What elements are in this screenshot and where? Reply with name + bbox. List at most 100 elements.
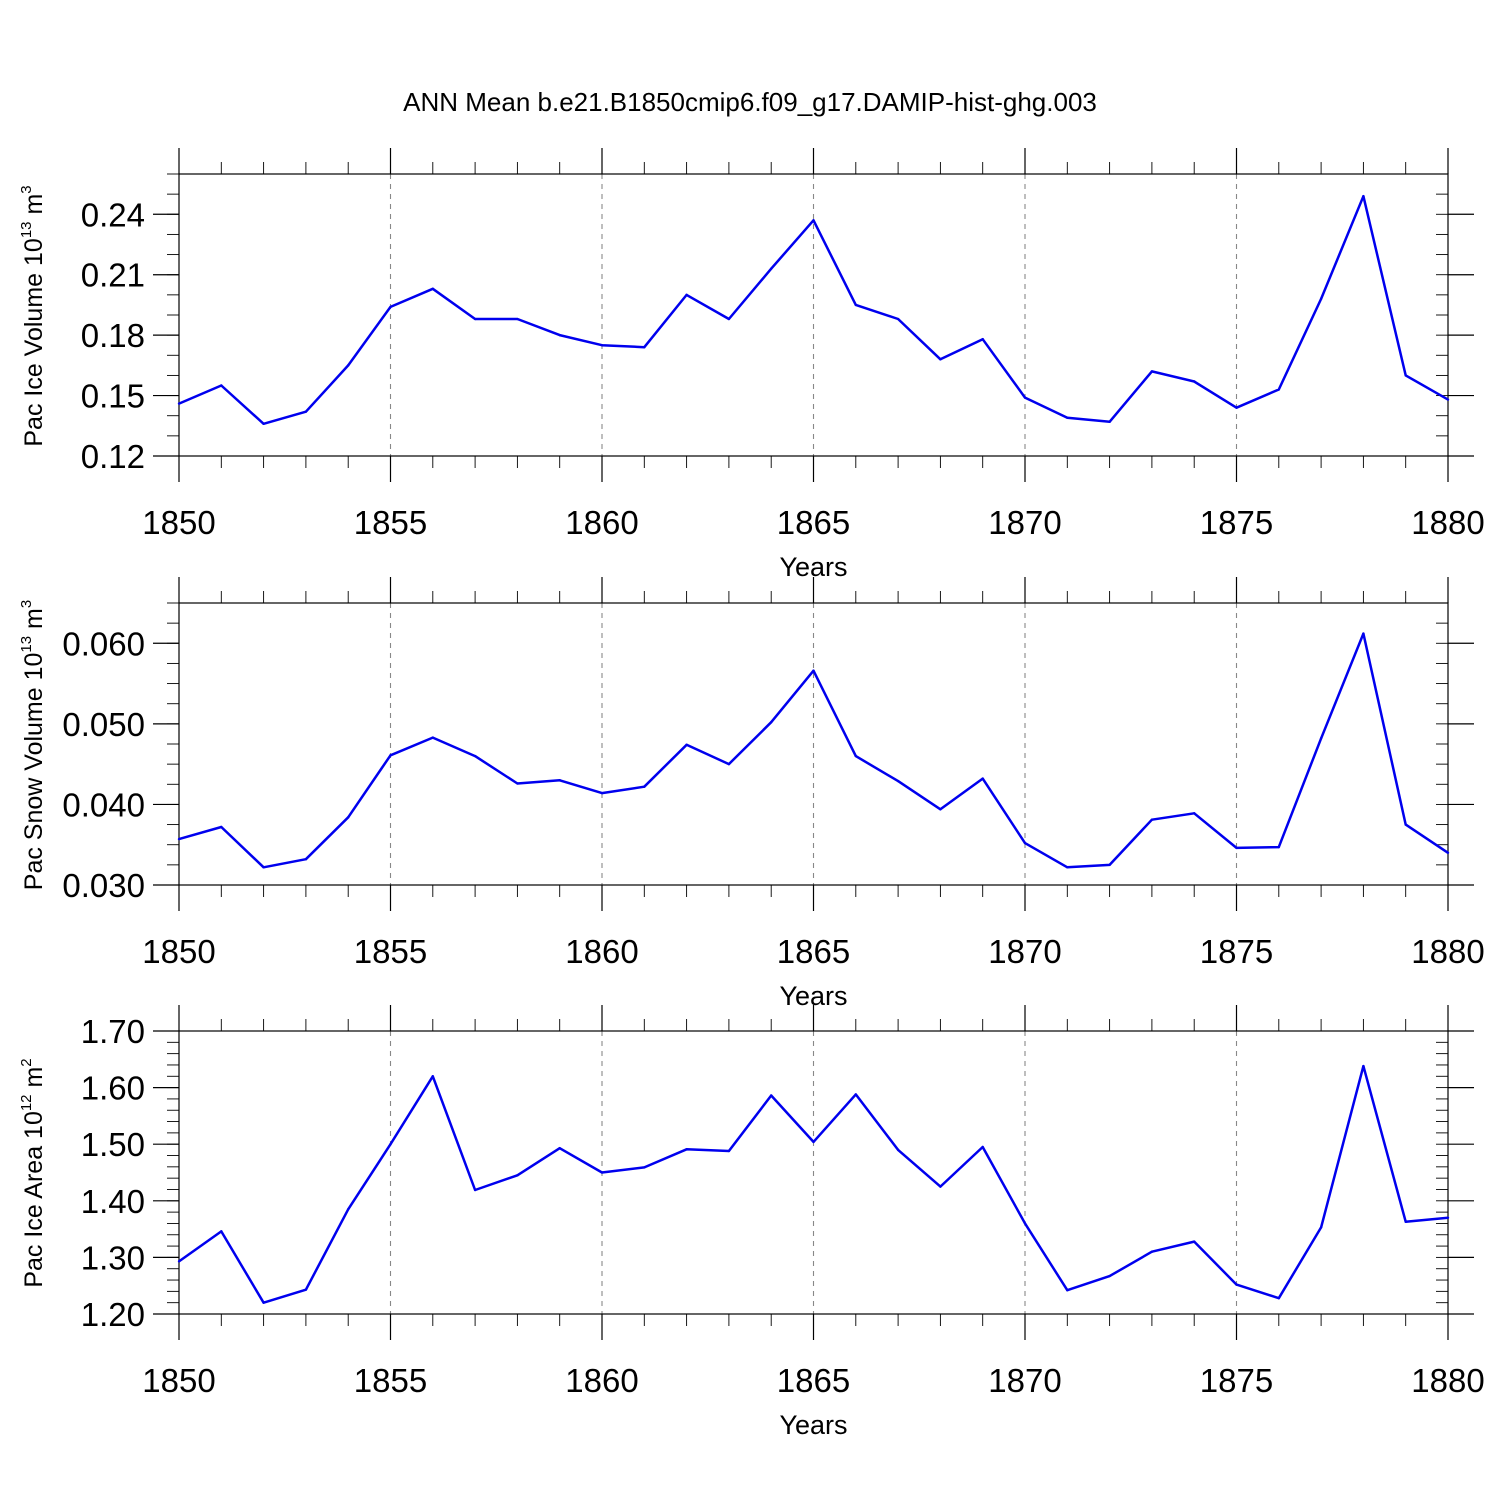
data-point: [177, 837, 181, 841]
x-tick-label: 1875: [1200, 504, 1273, 541]
data-point: [939, 808, 942, 811]
data-point: [1277, 845, 1281, 849]
x-tick-label: 1850: [142, 1362, 215, 1399]
data-point: [600, 791, 604, 795]
x-tick-label: 1855: [354, 1362, 427, 1399]
data-point: [473, 1188, 477, 1192]
data-point: [1235, 846, 1238, 850]
x-axis-label: Years: [779, 1410, 847, 1440]
data-point: [431, 287, 434, 291]
data-point: [262, 422, 265, 425]
data-point: [896, 779, 900, 783]
data-point: [812, 1140, 815, 1144]
y-tick-label: 0.12: [81, 438, 145, 475]
x-tick-label: 1855: [354, 933, 427, 970]
data-point: [1023, 396, 1027, 399]
data-point: [1193, 380, 1196, 383]
data-point: [896, 1148, 900, 1152]
data-point: [600, 344, 604, 347]
data-point: [262, 1301, 265, 1304]
data-point: [727, 317, 731, 321]
y-axis-label-unit: m: [20, 194, 48, 222]
data-point: [1066, 416, 1069, 419]
data-point: [1108, 420, 1111, 423]
data-point: [347, 364, 350, 367]
data-point: [643, 785, 646, 788]
y-tick-label: 0.15: [81, 378, 145, 415]
data-point: [854, 1093, 857, 1096]
y-axis-label-unit-exp: 3: [18, 600, 35, 608]
y-axis-label-text: Pac Snow Volume 10: [20, 653, 48, 891]
data-point: [1404, 823, 1407, 826]
data-point: [1277, 388, 1281, 391]
data-point: [558, 333, 561, 337]
data-point: [304, 410, 308, 413]
data-point: [1362, 632, 1365, 635]
x-tick-label: 1880: [1411, 933, 1484, 970]
y-axis-label-unit: m: [20, 608, 48, 636]
data-point: [1362, 194, 1365, 198]
x-tick-label: 1865: [777, 933, 850, 970]
data-point: [812, 219, 815, 222]
y-tick-label: 1.20: [81, 1296, 145, 1333]
y-axis-label-unit-exp: 2: [18, 1058, 35, 1066]
y-axis-label-text: Pac Ice Area 10: [20, 1111, 48, 1288]
y-tick-label: 1.30: [81, 1239, 145, 1276]
x-tick-label: 1875: [1200, 1362, 1273, 1399]
y-axis-label: Pac Ice Area 1012 m2: [18, 1058, 48, 1287]
data-point: [304, 858, 308, 861]
data-point: [516, 782, 519, 785]
data-point: [1235, 1283, 1238, 1286]
y-tick-label: 0.030: [62, 867, 145, 904]
data-point: [1446, 398, 1450, 401]
data-point: [939, 358, 942, 361]
x-tick-label: 1865: [777, 1362, 850, 1399]
data-point: [939, 1185, 942, 1188]
x-tick-label: 1865: [777, 504, 850, 541]
data-point: [685, 743, 688, 747]
x-tick-label: 1850: [142, 504, 215, 541]
y-tick-label: 0.050: [62, 706, 145, 743]
panel-ice-area: 1850 1855 1860 1865 1870 1875 1880 Years 1.20 1.3…: [18, 1005, 1485, 1440]
data-point: [1023, 841, 1027, 845]
data-point: [1362, 1064, 1365, 1068]
y-axis-label-exp: 13: [18, 636, 35, 653]
x-tick-label: 1860: [565, 933, 638, 970]
figure-title: ANN Mean b.e21.B1850cmip6.f09_g17.DAMIP-…: [403, 87, 1097, 117]
x-tick-label: 1880: [1411, 504, 1484, 541]
data-point: [177, 1260, 181, 1263]
data-point: [220, 384, 223, 387]
data-point: [1108, 1274, 1111, 1278]
data-point: [981, 337, 984, 341]
x-tick-label: 1870: [988, 1362, 1061, 1399]
data-point: [685, 1148, 688, 1151]
data-point: [389, 754, 392, 757]
x-tick-label: 1870: [988, 933, 1061, 970]
data-point: [262, 866, 265, 869]
data-point: [981, 1145, 984, 1149]
data-point: [770, 267, 773, 270]
y-axis-label: Pac Ice Volume 1013 m3: [18, 185, 48, 446]
data-point: [770, 721, 773, 724]
data-point: [516, 317, 519, 321]
data-point: [600, 1171, 604, 1174]
data-point: [558, 779, 561, 782]
y-axis-label-exp: 13: [18, 221, 35, 238]
data-point: [1446, 1216, 1450, 1219]
data-point: [1404, 374, 1407, 377]
data-point: [1193, 812, 1196, 815]
data-point: [220, 825, 223, 829]
data-point: [643, 346, 646, 349]
data-point: [177, 402, 181, 405]
y-axis-label-unit-exp: 3: [18, 185, 35, 193]
panel-snow-volume: 1850 1855 1860 1865 1870 1875 1880Years0.0300.…: [18, 577, 1485, 1011]
data-point: [770, 1094, 773, 1097]
data-point: [389, 1143, 392, 1146]
y-axis-label-text: Pac Ice Volume 10: [20, 238, 48, 446]
data-point: [854, 754, 857, 758]
data-point: [1023, 1222, 1027, 1225]
data-point: [727, 1149, 731, 1153]
data-point: [1446, 851, 1450, 854]
y-axis-label: Pac Snow Volume 1013 m3: [18, 600, 48, 890]
